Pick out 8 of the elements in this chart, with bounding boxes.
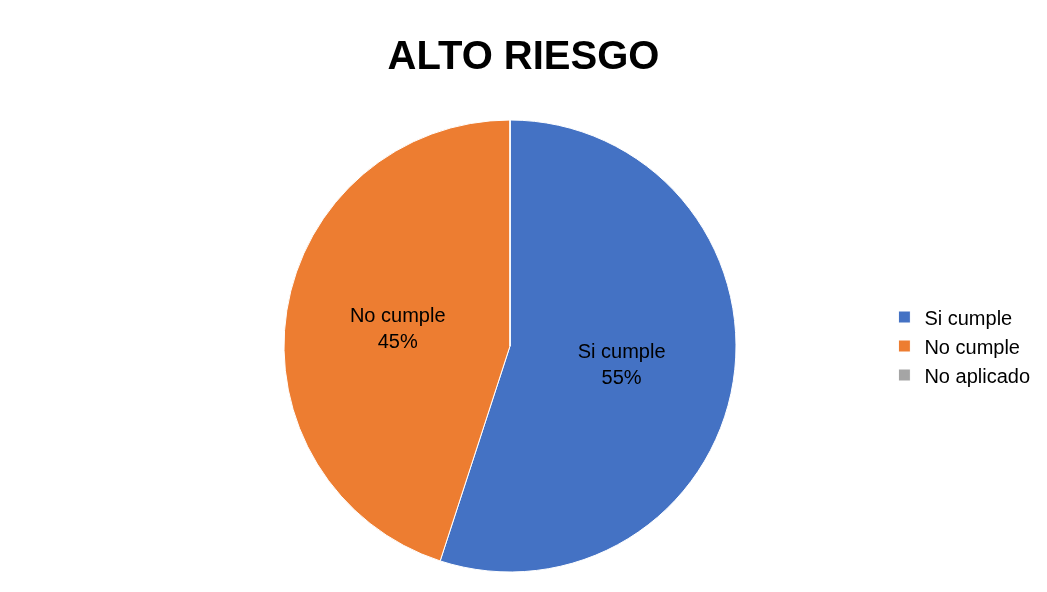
- legend-label: No cumple: [924, 335, 1021, 358]
- slice-label: Si cumple: [577, 339, 666, 362]
- chart-title: ALTO RIESGO: [387, 33, 660, 78]
- legend-label: Si cumple: [924, 306, 1013, 329]
- data-label: 45%: [377, 330, 418, 353]
- data-label: 55%: [601, 365, 642, 388]
- legend-label: No aplicado: [924, 364, 1031, 387]
- slice-label: No cumple: [349, 304, 446, 327]
